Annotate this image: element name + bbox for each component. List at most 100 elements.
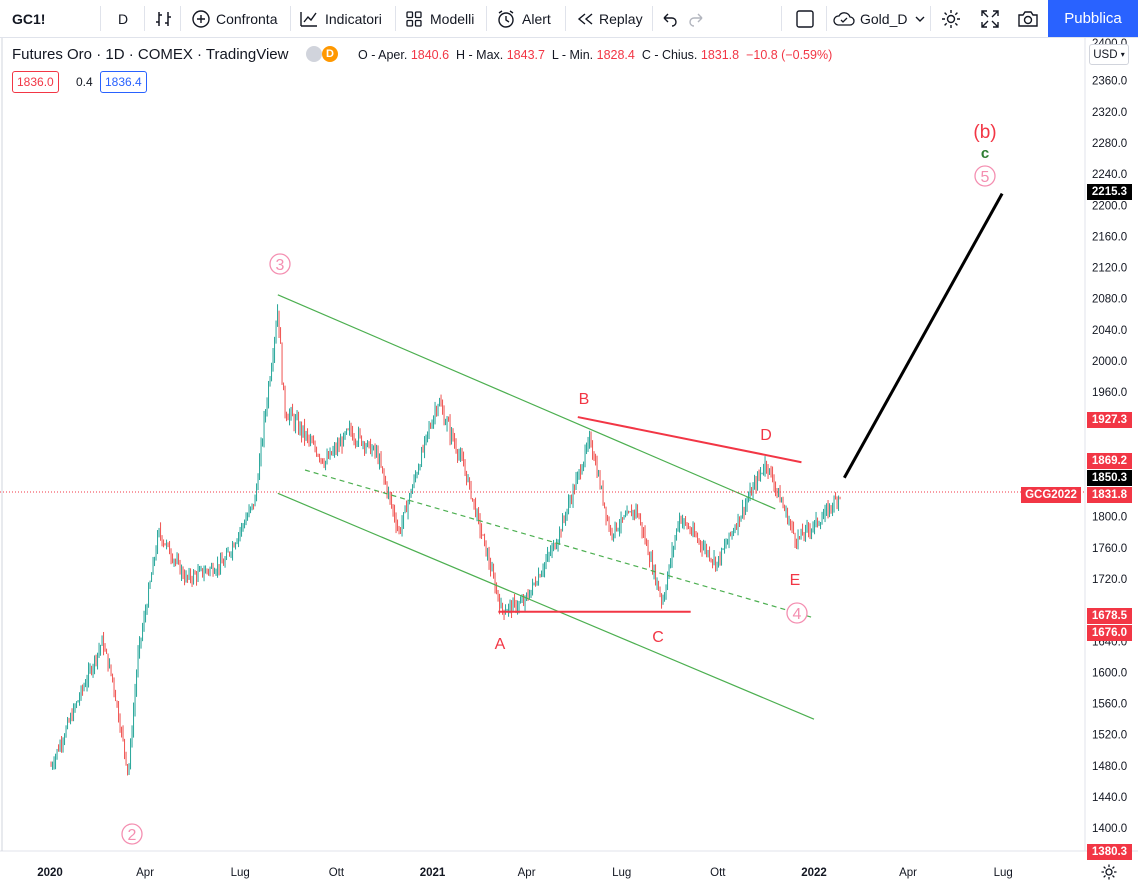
divider bbox=[826, 6, 827, 31]
time-tick: Lug bbox=[994, 867, 1013, 879]
wave-label-5: 5 bbox=[981, 169, 990, 186]
undo-button[interactable] bbox=[660, 0, 678, 37]
price-tick: 1960.0 bbox=[1092, 387, 1127, 399]
drawings-group bbox=[0, 192, 1085, 720]
price-tick: 2160.0 bbox=[1092, 231, 1127, 243]
divider bbox=[781, 6, 782, 31]
ohlc-legend: O - Aper. 1840.6 H - Max. 1843.7 L - Min… bbox=[358, 48, 832, 62]
sell-price-box[interactable]: 1836.0 bbox=[12, 71, 59, 93]
time-tick: 2022 bbox=[801, 867, 827, 879]
redo-button[interactable] bbox=[688, 0, 706, 37]
time-tick: Apr bbox=[136, 867, 154, 879]
compare-label: Confronta bbox=[216, 10, 278, 27]
snapshot-button[interactable] bbox=[1017, 0, 1039, 37]
fullscreen-button[interactable] bbox=[980, 0, 1000, 37]
symbol-search[interactable]: GC1! bbox=[12, 0, 45, 37]
channel-lower-line bbox=[277, 492, 815, 720]
high-label: H - Max. bbox=[456, 48, 504, 62]
layout-name: Gold_D bbox=[860, 10, 908, 27]
series-tag: GCG2022 bbox=[1021, 487, 1081, 503]
symbol-label: GC1! bbox=[12, 10, 46, 27]
time-tick: 2021 bbox=[420, 867, 446, 879]
price-tick: 2320.0 bbox=[1092, 107, 1127, 119]
wave-label-2-circle bbox=[121, 823, 143, 845]
divider bbox=[100, 6, 101, 31]
price-tick: 2240.0 bbox=[1092, 169, 1127, 181]
replay-button[interactable]: Replay bbox=[576, 0, 643, 37]
wave-label-2: 2 bbox=[128, 827, 137, 844]
interval-button[interactable]: D bbox=[118, 0, 128, 37]
chevron-down-icon bbox=[915, 16, 925, 22]
wave-label-3-circle bbox=[269, 253, 291, 275]
templates-label: Modelli bbox=[430, 10, 475, 27]
legend-title: Futures Oro · 1D · COMEX · TradingView bbox=[12, 46, 289, 63]
alarm-clock-icon bbox=[498, 9, 514, 28]
alert-button[interactable]: Alert bbox=[496, 0, 551, 37]
replay-label: Replay bbox=[599, 10, 643, 27]
wave-label-C: C bbox=[652, 629, 664, 646]
channel-mid-line bbox=[304, 469, 815, 619]
price-tag: 2215.3 bbox=[1087, 184, 1132, 200]
wave-labels: (b) c 5 3 2 4 A B C D E bbox=[121, 122, 997, 845]
price-tick: 1560.0 bbox=[1092, 699, 1127, 711]
redo-icon bbox=[689, 13, 703, 27]
buy-price-box[interactable]: 1836.4 bbox=[100, 71, 147, 93]
plus-circle-icon bbox=[192, 9, 210, 28]
publish-label: Pubblica bbox=[1064, 10, 1122, 27]
divider bbox=[290, 6, 291, 31]
price-chart[interactable]: 2360.0 2320.0 2280.0 2240.0 2200.0 2160.0 2120… bbox=[0, 38, 1138, 891]
divider bbox=[486, 6, 487, 31]
wave-label-A: A bbox=[495, 636, 506, 653]
time-axis: 2020 Apr Lug Ott 2021 Apr Lug Ott 2022 Apr Lug bbox=[37, 867, 1013, 879]
save-layout-button[interactable]: Gold_D bbox=[832, 0, 907, 37]
time-tick: 2020 bbox=[37, 867, 63, 879]
indicators-button[interactable]: Indicatori bbox=[299, 0, 382, 37]
price-tick: 2120.0 bbox=[1092, 263, 1127, 275]
indicators-icon bbox=[300, 11, 317, 27]
settings-button[interactable] bbox=[940, 0, 962, 37]
wave-label-E: E bbox=[790, 572, 801, 589]
gear-icon bbox=[1101, 864, 1117, 880]
close-label: C - Chius. bbox=[641, 48, 698, 62]
price-tick: 2080.0 bbox=[1092, 294, 1127, 306]
compare-button[interactable]: Confronta bbox=[191, 0, 277, 37]
top-toolbar: GC1! D Confronta Indicatori Modelli Aler… bbox=[0, 0, 1138, 38]
currency-select[interactable]: USD ▾ bbox=[1089, 44, 1129, 65]
undo-icon bbox=[663, 13, 677, 27]
wave-label-3: 3 bbox=[276, 257, 285, 274]
time-tick: Apr bbox=[899, 867, 917, 879]
publish-button[interactable]: Pubblica bbox=[1048, 0, 1138, 37]
price-tick: 2040.0 bbox=[1092, 325, 1127, 337]
close-value: 1831.8 bbox=[700, 48, 740, 62]
wave-label-b: (b) bbox=[973, 122, 996, 143]
time-tick: Lug bbox=[231, 867, 250, 879]
currency-label: USD bbox=[1093, 48, 1118, 61]
low-value: 1828.4 bbox=[596, 48, 635, 62]
wave-label-c: c bbox=[981, 145, 989, 162]
indicators-label: Indicatori bbox=[325, 10, 382, 27]
bars-style-button[interactable] bbox=[155, 0, 173, 37]
fullscreen-icon bbox=[981, 9, 999, 28]
price-tick: 2200.0 bbox=[1092, 200, 1127, 212]
price-tag: 1927.3 bbox=[1087, 412, 1132, 428]
price-tick: 1400.0 bbox=[1092, 823, 1127, 835]
price-tag: 1678.5 bbox=[1087, 608, 1132, 624]
candles-group bbox=[50, 304, 841, 776]
layout-dropdown[interactable] bbox=[914, 0, 926, 37]
price-tick: 2000.0 bbox=[1092, 356, 1127, 368]
gear-icon bbox=[942, 9, 960, 28]
layout-select-button[interactable] bbox=[795, 0, 815, 37]
templates-button[interactable]: Modelli bbox=[405, 0, 474, 37]
time-tick: Lug bbox=[612, 867, 631, 879]
open-value: 1840.6 bbox=[410, 48, 450, 62]
triangle-top-line bbox=[577, 416, 802, 464]
square-icon bbox=[796, 9, 814, 28]
bars-compare-icon bbox=[156, 11, 171, 26]
axis-settings-button[interactable] bbox=[1100, 863, 1118, 886]
delayed-badge: D bbox=[322, 46, 338, 62]
grid-icon bbox=[406, 10, 422, 27]
price-tick: 1600.0 bbox=[1092, 667, 1127, 679]
alert-label: Alert bbox=[522, 10, 551, 27]
price-tick: 1520.0 bbox=[1092, 730, 1127, 742]
price-tag: 1676.0 bbox=[1087, 625, 1132, 641]
